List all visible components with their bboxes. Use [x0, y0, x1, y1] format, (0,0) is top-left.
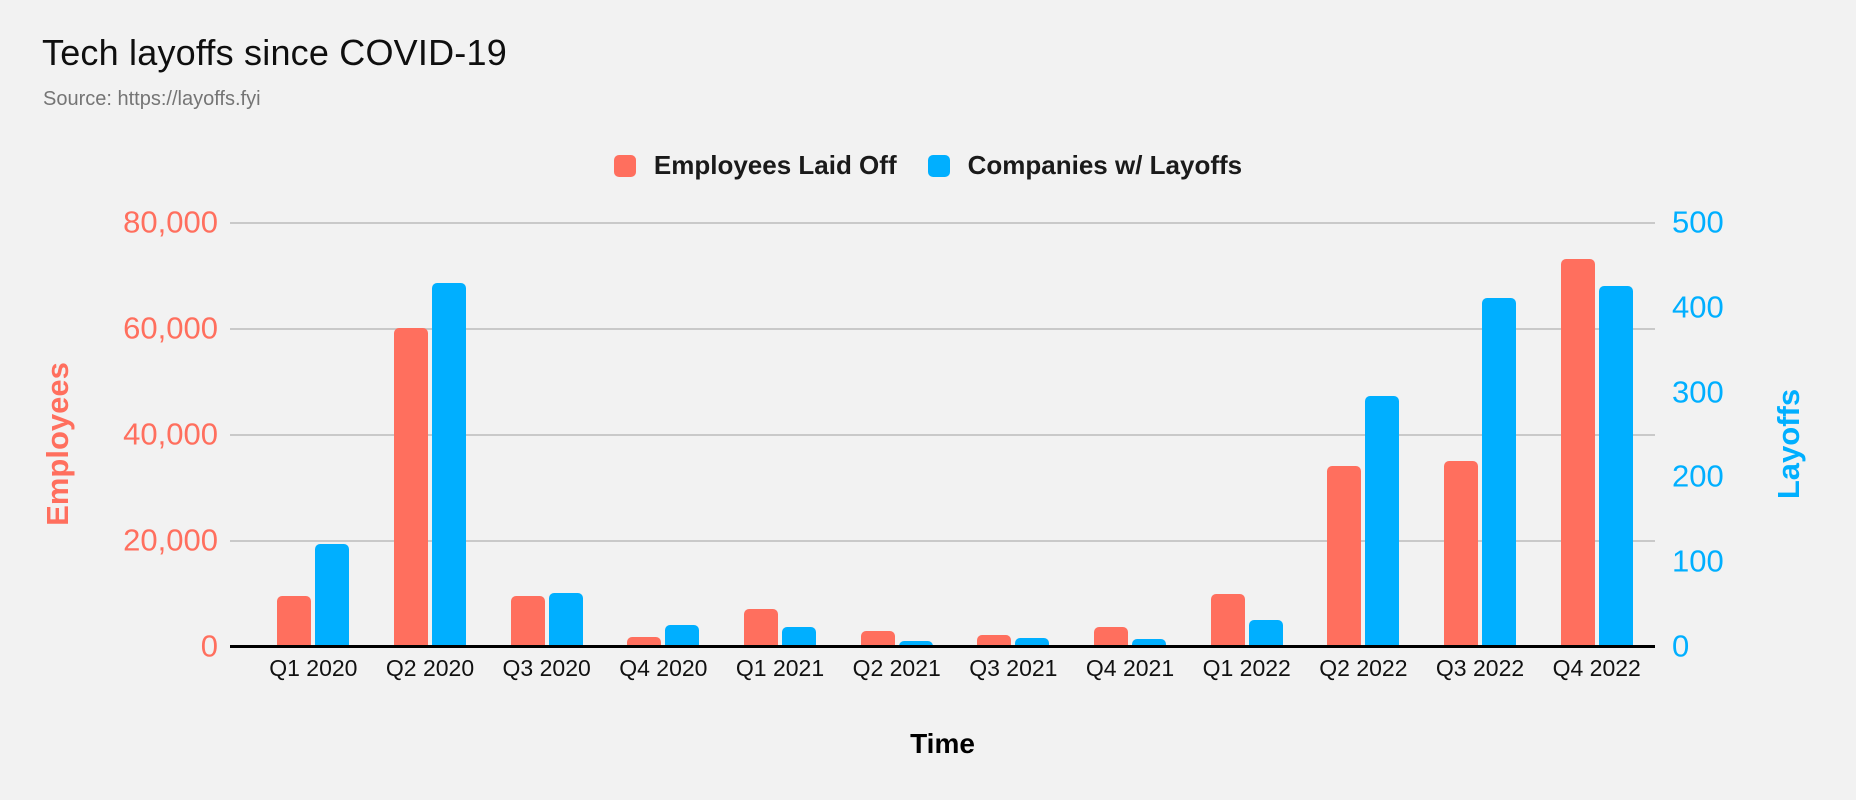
- bar-group-q2-2021: [838, 222, 955, 646]
- right-axis-tick-100: 100: [1672, 543, 1724, 579]
- bar-companies-w-layoffs-q3-2022[interactable]: [1482, 298, 1517, 646]
- bar-companies-w-layoffs-q4-2021[interactable]: [1132, 639, 1167, 646]
- x-axis-tick-q3-2020: Q3 2020: [502, 655, 591, 681]
- bar-group-q3-2021: [955, 222, 1072, 646]
- left-axis-tick-60-000: 60,000: [123, 310, 218, 346]
- bar-employees-laid-off-q2-2022[interactable]: [1327, 465, 1362, 646]
- x-axis-tick-labels: Q1 2020 Q2 2020 Q3 2020 Q4 2020 Q1 2021 Q2 20…: [230, 655, 1655, 682]
- bar-companies-w-layoffs-q3-2020[interactable]: [548, 593, 583, 646]
- companies-series-swatch-icon: [927, 154, 950, 177]
- bar-employees-laid-off-q4-2021[interactable]: [1094, 627, 1129, 646]
- right-axis-tick-400: 400: [1672, 289, 1724, 325]
- bar-group-q1-2020: [255, 222, 372, 646]
- bar-companies-w-layoffs-q1-2021[interactable]: [782, 626, 817, 646]
- bar-group-q1-2022: [1188, 222, 1305, 646]
- bar-employees-laid-off-q4-2020[interactable]: [627, 637, 662, 646]
- bar-employees-laid-off-q2-2021[interactable]: [860, 631, 895, 646]
- gridline: [230, 328, 1655, 330]
- legend-label-companies: Companies w/ Layoffs: [967, 150, 1243, 180]
- gridline: [230, 434, 1655, 436]
- left-axis-tick-40-000: 40,000: [123, 416, 218, 452]
- right-axis-tick-0: 0: [1672, 628, 1690, 664]
- right-axis-tick-200: 200: [1672, 458, 1724, 494]
- x-axis-title: Time: [910, 728, 975, 759]
- bar-companies-w-layoffs-q4-2022[interactable]: [1598, 286, 1633, 646]
- bar-group-q4-2021: [1072, 222, 1189, 646]
- bar-companies-w-layoffs-q1-2020[interactable]: [315, 544, 350, 646]
- bar-companies-w-layoffs-q3-2021[interactable]: [1015, 637, 1050, 646]
- legend: Employees Laid Off Companies w/ Layoffs: [0, 150, 1856, 181]
- x-axis-tick-q1-2021: Q1 2021: [735, 655, 825, 681]
- x-axis-tick-q1-2022: Q1 2022: [1202, 655, 1291, 681]
- left-axis-tick-labels: 0 20,000 40,000 60,000 80,000: [0, 207, 218, 662]
- bar-group-q4-2020: [605, 222, 722, 646]
- bar-companies-w-layoffs-q2-2022[interactable]: [1365, 395, 1400, 646]
- left-axis-tick-0: 0: [200, 628, 218, 664]
- bar-employees-laid-off-q2-2020[interactable]: [394, 328, 428, 646]
- bar-group-q2-2022: [1305, 222, 1422, 646]
- gridline: [230, 222, 1655, 224]
- x-axis-tick-q4-2022: Q4 2022: [1552, 655, 1641, 681]
- left-axis-tick-80-000: 80,000: [123, 204, 218, 240]
- x-axis-tick-q2-2020: Q2 2020: [385, 655, 475, 681]
- x-axis-tick-q4-2021: Q4 2021: [1085, 655, 1175, 681]
- left-axis-tick-20-000: 20,000: [123, 522, 218, 558]
- x-axis-tick-q3-2022: Q3 2022: [1435, 655, 1525, 681]
- plot-area: [230, 222, 1655, 648]
- bar-group-q3-2020: [488, 222, 605, 646]
- legend-item-employees-laid-off[interactable]: Employees Laid Off: [613, 150, 897, 181]
- bar-employees-laid-off-q3-2021[interactable]: [977, 635, 1012, 646]
- bar-group-q1-2021: [722, 222, 839, 646]
- employees-series-swatch-icon: [613, 154, 636, 177]
- bar-employees-laid-off-q3-2022[interactable]: [1444, 460, 1479, 646]
- bar-companies-w-layoffs-q2-2020[interactable]: [432, 283, 466, 646]
- bar-companies-w-layoffs-q2-2021[interactable]: [898, 640, 933, 646]
- bar-employees-laid-off-q4-2022[interactable]: [1560, 259, 1595, 646]
- right-axis-tick-labels: 0 100 200 300 400 500: [1672, 207, 1802, 662]
- x-axis-tick-q1-2020: Q1 2020: [269, 655, 358, 681]
- bar-employees-laid-off-q1-2020[interactable]: [277, 595, 312, 646]
- x-axis-line: [230, 645, 1655, 648]
- right-axis-tick-500: 500: [1672, 204, 1724, 240]
- legend-label-employees: Employees Laid Off: [653, 150, 897, 180]
- x-axis-tick-q4-2020: Q4 2020: [619, 655, 708, 681]
- right-axis-tick-300: 300: [1672, 374, 1724, 410]
- gridline: [230, 540, 1655, 542]
- bar-group-q4-2022: [1538, 222, 1655, 646]
- bar-group-q2-2020: [372, 222, 489, 646]
- chart-title: Tech layoffs since COVID-19: [42, 32, 507, 73]
- chart-source-link[interactable]: Source: https://layoffs.fyi: [43, 88, 261, 110]
- bar-group-q3-2022: [1422, 222, 1539, 646]
- legend-item-companies-w-layoffs[interactable]: Companies w/ Layoffs: [927, 150, 1243, 181]
- bar-companies-w-layoffs-q4-2020[interactable]: [665, 624, 700, 646]
- x-axis-tick-q2-2021: Q2 2021: [852, 655, 941, 681]
- x-axis-tick-q2-2022: Q2 2022: [1319, 655, 1408, 681]
- bar-companies-w-layoffs-q1-2022[interactable]: [1248, 619, 1283, 646]
- bar-employees-laid-off-q3-2020[interactable]: [510, 595, 545, 646]
- x-axis-tick-q3-2021: Q3 2021: [969, 655, 1058, 681]
- bar-employees-laid-off-q1-2021[interactable]: [744, 608, 779, 646]
- bar-employees-laid-off-q1-2022[interactable]: [1210, 594, 1245, 646]
